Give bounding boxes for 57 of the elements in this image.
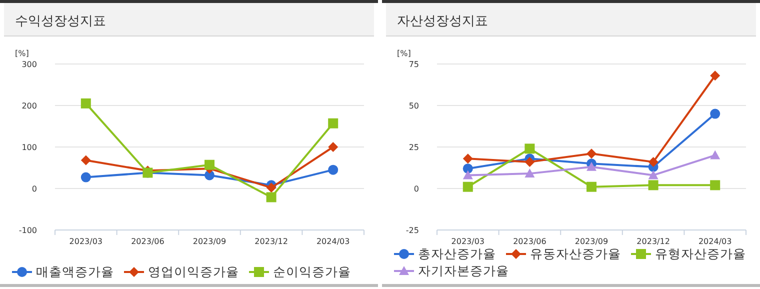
- point: [648, 156, 658, 167]
- point: [648, 180, 658, 190]
- x-tick-label: 2024/03: [698, 237, 732, 246]
- legend-label: 매출액증가율: [36, 264, 114, 279]
- point: [266, 182, 276, 193]
- legend-label: 영업이익증가율: [148, 264, 239, 279]
- x-tick-label: 2023/03: [451, 237, 485, 246]
- chart-title: 자산성장성지표: [397, 14, 488, 29]
- point: [266, 192, 276, 202]
- point: [328, 142, 338, 152]
- point: [524, 156, 535, 167]
- y-tick-label: 0: [32, 184, 37, 194]
- point: [648, 170, 658, 180]
- y-axis-title: [%]: [397, 49, 411, 58]
- legend-label: 총자산증가율: [418, 246, 496, 261]
- point: [710, 150, 720, 160]
- point: [524, 168, 535, 178]
- point: [710, 70, 720, 81]
- y-tick-label: 0: [414, 184, 419, 194]
- point: [586, 162, 596, 171]
- x-tick-label: 2023/09: [192, 237, 226, 246]
- point: [524, 144, 535, 154]
- point: [710, 108, 720, 119]
- point: [710, 180, 720, 190]
- x-tick-label: 2023/06: [131, 237, 164, 246]
- point: [204, 160, 214, 170]
- point: [462, 154, 473, 164]
- y-tick-label: 100: [22, 143, 37, 152]
- x-tick-label: 2023/06: [513, 237, 546, 246]
- legend-label: 유형자산증가율: [655, 246, 746, 261]
- x-tick-label: 2024/03: [316, 237, 350, 246]
- y-tick-label: 75: [408, 60, 419, 69]
- point: [328, 164, 338, 175]
- x-tick-label: 2023/12: [254, 237, 288, 246]
- legend-label: 자기자본증가율: [418, 263, 509, 278]
- y-tick-label: 50: [408, 102, 419, 110]
- x-tick-label: 2023/09: [574, 237, 608, 246]
- y-tick-label: 300: [22, 60, 37, 69]
- y-tick-label: -25: [406, 226, 419, 235]
- x-tick-label: 2023/03: [69, 237, 103, 246]
- legend-label: 유동자산증가율: [530, 246, 621, 261]
- point: [80, 172, 91, 182]
- y-tick-label: 25: [408, 143, 419, 152]
- point: [328, 118, 338, 128]
- y-tick-label: 200: [22, 102, 37, 110]
- chart-title: 수익성장성지표: [15, 14, 106, 29]
- point: [462, 182, 473, 192]
- y-tick-label: -100: [18, 226, 37, 235]
- point: [80, 155, 91, 166]
- point: [80, 98, 91, 108]
- point: [462, 170, 473, 180]
- point: [586, 182, 596, 192]
- x-tick-label: 2023/12: [636, 237, 670, 246]
- y-axis-title: [%]: [15, 49, 29, 58]
- point: [586, 148, 596, 159]
- legend-label: 순이익증가율: [273, 264, 351, 279]
- point: [462, 164, 473, 174]
